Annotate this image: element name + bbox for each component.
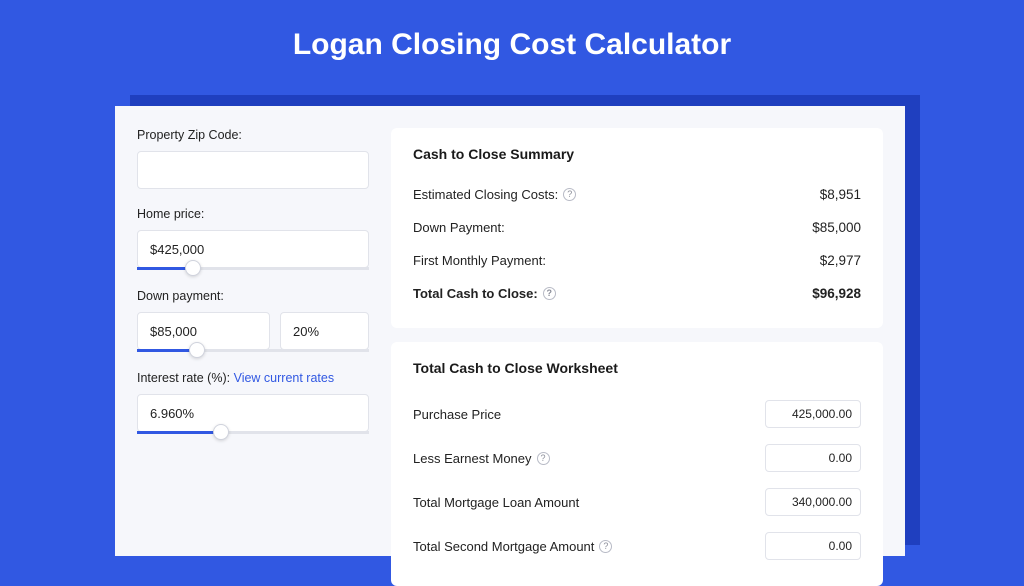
summary-row: Total Cash to Close:? $96,928: [413, 277, 861, 310]
down-payment-pct-input[interactable]: [280, 312, 369, 350]
worksheet-row-label: Less Earnest Money?: [413, 451, 550, 466]
slider-thumb[interactable]: [189, 342, 205, 358]
down-payment-slider[interactable]: [137, 349, 369, 353]
interest-rate-label-text: Interest rate (%):: [137, 371, 230, 385]
worksheet-row-label: Total Mortgage Loan Amount: [413, 495, 579, 510]
inputs-column: Property Zip Code: Home price: Down paym…: [137, 128, 369, 556]
down-payment-label: Down payment:: [137, 289, 369, 303]
slider-thumb[interactable]: [213, 424, 229, 440]
calculator-card: Property Zip Code: Home price: Down paym…: [115, 106, 905, 556]
slider-thumb[interactable]: [185, 260, 201, 276]
results-column: Cash to Close Summary Estimated Closing …: [391, 128, 883, 556]
summary-title: Cash to Close Summary: [413, 146, 861, 162]
summary-row-label: First Monthly Payment:: [413, 253, 546, 268]
view-rates-link[interactable]: View current rates: [234, 371, 335, 385]
worksheet-row: Less Earnest Money?: [413, 436, 861, 480]
summary-row-value: $2,977: [820, 253, 861, 268]
summary-row-value: $96,928: [812, 286, 861, 301]
summary-row: Down Payment: $85,000: [413, 211, 861, 244]
worksheet-row: Purchase Price: [413, 392, 861, 436]
home-price-input[interactable]: [137, 230, 369, 268]
worksheet-panel: Total Cash to Close Worksheet Purchase P…: [391, 342, 883, 586]
worksheet-row-input[interactable]: [765, 400, 861, 428]
worksheet-row-label: Total Second Mortgage Amount?: [413, 539, 612, 554]
worksheet-row-input[interactable]: [765, 532, 861, 560]
worksheet-row: Total Mortgage Loan Amount: [413, 480, 861, 524]
worksheet-row-label: Purchase Price: [413, 407, 501, 422]
worksheet-row-input[interactable]: [765, 444, 861, 472]
help-icon[interactable]: ?: [599, 540, 612, 553]
zip-label: Property Zip Code:: [137, 128, 369, 142]
interest-rate-label: Interest rate (%): View current rates: [137, 371, 369, 385]
summary-row-label: Total Cash to Close:?: [413, 286, 556, 301]
summary-row: First Monthly Payment: $2,977: [413, 244, 861, 277]
summary-row-label: Down Payment:: [413, 220, 505, 235]
summary-row-value: $8,951: [820, 187, 861, 202]
zip-input[interactable]: [137, 151, 369, 189]
interest-rate-field-group: Interest rate (%): View current rates: [137, 371, 369, 435]
page-title: Logan Closing Cost Calculator: [0, 0, 1024, 84]
summary-row: Estimated Closing Costs:? $8,951: [413, 178, 861, 211]
interest-rate-slider[interactable]: [137, 431, 369, 435]
interest-rate-input[interactable]: [137, 394, 369, 432]
summary-row-value: $85,000: [812, 220, 861, 235]
worksheet-row: Total Second Mortgage Amount?: [413, 524, 861, 568]
worksheet-title: Total Cash to Close Worksheet: [413, 360, 861, 376]
summary-row-label: Estimated Closing Costs:?: [413, 187, 576, 202]
home-price-slider[interactable]: [137, 267, 369, 271]
home-price-field-group: Home price:: [137, 207, 369, 271]
summary-panel: Cash to Close Summary Estimated Closing …: [391, 128, 883, 328]
home-price-label: Home price:: [137, 207, 369, 221]
down-payment-field-group: Down payment:: [137, 289, 369, 353]
help-icon[interactable]: ?: [563, 188, 576, 201]
zip-field-group: Property Zip Code:: [137, 128, 369, 189]
help-icon[interactable]: ?: [537, 452, 550, 465]
help-icon[interactable]: ?: [543, 287, 556, 300]
